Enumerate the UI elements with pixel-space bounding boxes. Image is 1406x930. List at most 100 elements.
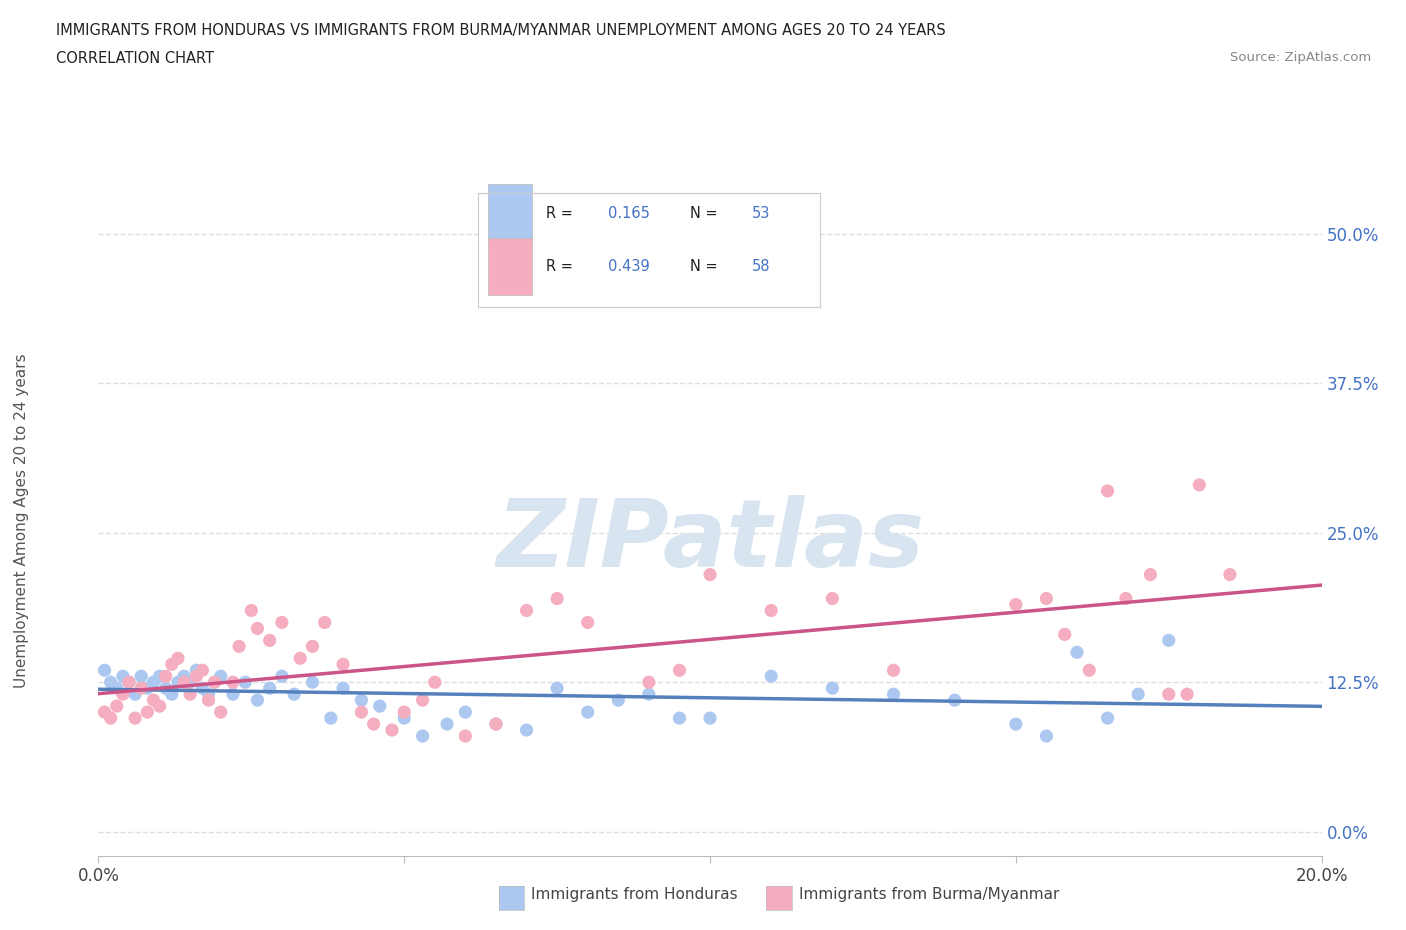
- Point: [319, 711, 342, 725]
- Point: [105, 698, 128, 713]
- Text: Immigrants from Burma/Myanmar: Immigrants from Burma/Myanmar: [799, 887, 1059, 902]
- Point: [1157, 633, 1180, 648]
- Point: [392, 705, 416, 720]
- Point: [191, 663, 214, 678]
- Point: [142, 693, 165, 708]
- Point: [186, 669, 208, 684]
- Point: [412, 728, 434, 743]
- Point: [1053, 627, 1076, 642]
- Point: [1066, 644, 1088, 659]
- Point: [1115, 591, 1137, 606]
- Point: [270, 669, 292, 684]
- Point: [209, 669, 232, 684]
- Point: [1139, 567, 1161, 582]
- Point: [118, 675, 141, 690]
- Point: [1035, 728, 1057, 743]
- Point: [179, 675, 201, 690]
- Point: [259, 633, 281, 648]
- Point: [637, 686, 661, 701]
- Point: [1035, 591, 1057, 606]
- Point: [204, 675, 226, 690]
- Point: [821, 591, 844, 606]
- Point: [301, 639, 323, 654]
- Point: [314, 615, 336, 630]
- Text: Source: ZipAtlas.com: Source: ZipAtlas.com: [1230, 51, 1371, 64]
- Point: [759, 669, 782, 684]
- Point: [454, 728, 477, 743]
- Point: [124, 711, 146, 725]
- Text: Unemployment Among Ages 20 to 24 years: Unemployment Among Ages 20 to 24 years: [14, 353, 28, 688]
- Point: [516, 603, 538, 618]
- Point: [607, 693, 630, 708]
- Point: [270, 615, 292, 630]
- Point: [759, 603, 782, 618]
- Point: [576, 705, 599, 720]
- Point: [149, 698, 172, 713]
- Point: [233, 675, 256, 690]
- Point: [105, 681, 128, 696]
- Point: [118, 675, 141, 690]
- Point: [136, 705, 159, 720]
- Text: ZIPatlas: ZIPatlas: [496, 495, 924, 587]
- Text: Immigrants from Honduras: Immigrants from Honduras: [531, 887, 738, 902]
- Point: [1219, 567, 1241, 582]
- Point: [392, 711, 416, 725]
- Point: [485, 717, 508, 732]
- Point: [197, 686, 219, 701]
- Point: [368, 698, 391, 713]
- Point: [228, 639, 250, 654]
- Point: [363, 717, 385, 732]
- Point: [943, 693, 966, 708]
- Point: [179, 686, 201, 701]
- Point: [111, 669, 134, 684]
- Point: [142, 675, 165, 690]
- Point: [381, 723, 404, 737]
- Point: [350, 693, 373, 708]
- Point: [111, 686, 134, 701]
- Point: [129, 669, 152, 684]
- Point: [1097, 711, 1119, 725]
- Point: [173, 675, 195, 690]
- Point: [436, 717, 458, 732]
- Point: [883, 663, 905, 678]
- Point: [124, 686, 146, 701]
- Point: [160, 657, 183, 671]
- Point: [350, 705, 373, 720]
- Point: [100, 711, 122, 725]
- Point: [222, 686, 245, 701]
- Point: [93, 663, 115, 678]
- Text: IMMIGRANTS FROM HONDURAS VS IMMIGRANTS FROM BURMA/MYANMAR UNEMPLOYMENT AMONG AGE: IMMIGRANTS FROM HONDURAS VS IMMIGRANTS F…: [56, 23, 946, 38]
- Point: [699, 567, 721, 582]
- Point: [155, 669, 177, 684]
- Point: [160, 686, 183, 701]
- Point: [246, 693, 269, 708]
- Point: [546, 681, 568, 696]
- Point: [1004, 717, 1026, 732]
- Point: [332, 681, 354, 696]
- Point: [259, 681, 281, 696]
- Point: [173, 669, 195, 684]
- Point: [222, 675, 245, 690]
- Point: [93, 705, 115, 720]
- Point: [1128, 686, 1150, 701]
- Point: [167, 675, 190, 690]
- Point: [129, 681, 152, 696]
- Point: [1188, 477, 1211, 492]
- Point: [576, 615, 599, 630]
- Point: [155, 681, 177, 696]
- Point: [1078, 663, 1101, 678]
- Point: [883, 686, 905, 701]
- Point: [668, 711, 690, 725]
- Point: [454, 705, 477, 720]
- Point: [209, 705, 232, 720]
- Point: [821, 681, 844, 696]
- Point: [1004, 597, 1026, 612]
- Point: [167, 651, 190, 666]
- Point: [1157, 686, 1180, 701]
- Point: [186, 663, 208, 678]
- Point: [301, 675, 323, 690]
- Text: CORRELATION CHART: CORRELATION CHART: [56, 51, 214, 66]
- Point: [290, 651, 312, 666]
- Point: [136, 681, 159, 696]
- Point: [197, 693, 219, 708]
